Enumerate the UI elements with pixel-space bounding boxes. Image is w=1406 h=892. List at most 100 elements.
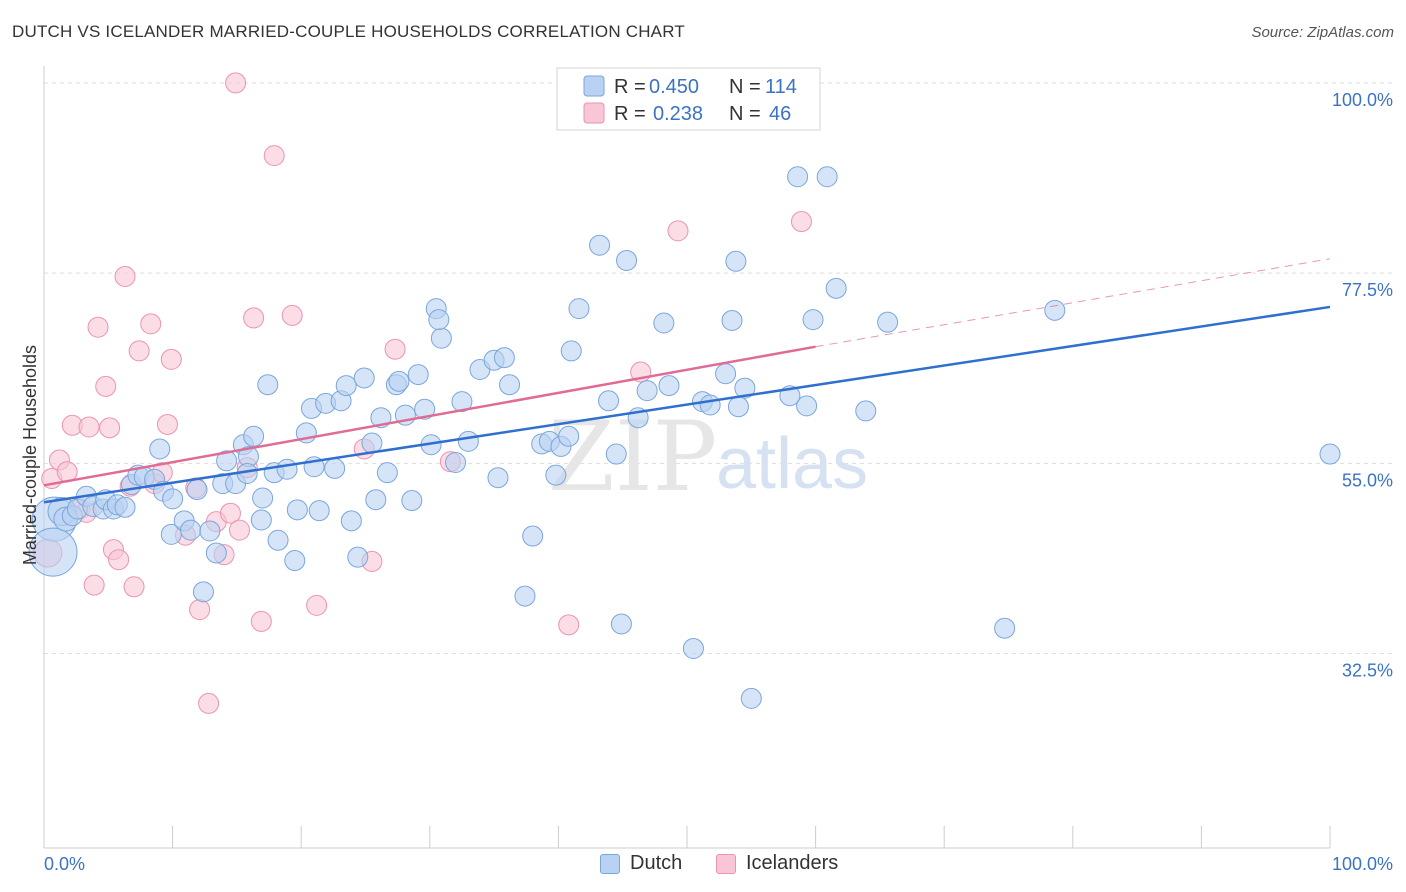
chart-source: Source: ZipAtlas.com [1251, 24, 1394, 41]
icelanders-points [33, 72, 812, 714]
legend-r-value-dutch: 0.450 [649, 76, 699, 98]
dutch-point [787, 166, 809, 188]
icelanders-point [219, 502, 241, 524]
x-tick-label-max: 100.0% [1332, 854, 1393, 874]
y-tick-label: 100.0% [1332, 90, 1393, 110]
icelanders-trend-extension [815, 258, 1331, 348]
dutch-point [162, 488, 184, 510]
legend-item-icelanders[interactable]: Icelanders [716, 852, 838, 875]
dutch-point [286, 499, 308, 521]
dutch-point [361, 432, 383, 454]
dutch-point [699, 394, 721, 416]
dutch-point [493, 347, 515, 369]
watermark-atlas: atlas [716, 424, 868, 504]
dutch-point [180, 519, 202, 541]
dutch-point [407, 364, 429, 386]
dutch-point [1044, 299, 1066, 321]
dutch-point [186, 479, 208, 501]
icelanders-point [384, 338, 406, 360]
dutch-point [114, 496, 136, 518]
dutch-point [560, 340, 582, 362]
dutch-point [522, 525, 544, 547]
dutch-point [796, 395, 818, 417]
y-tick-label: 32.5% [1342, 661, 1393, 681]
dutch-point [825, 277, 847, 299]
dutch-point [658, 375, 680, 397]
icelanders-point [78, 416, 100, 438]
dutch-point [199, 520, 221, 542]
dutch-point [734, 377, 756, 399]
legend-n-value-dutch: 114 [765, 76, 797, 98]
y-tick-label: 55.0% [1342, 470, 1393, 490]
legend-label-dutch: Dutch [630, 852, 683, 874]
dutch-point [616, 249, 638, 271]
dutch-point [216, 450, 238, 472]
icelanders-point [114, 266, 136, 288]
dutch-point [365, 489, 387, 511]
icelanders-point [306, 594, 328, 616]
dutch-point [205, 542, 227, 564]
icelanders-point [667, 220, 689, 242]
dutch-point [740, 687, 762, 709]
legend-n-label-icelanders: N = [729, 103, 761, 125]
dutch-point [514, 585, 536, 607]
icelanders-point [263, 145, 285, 167]
dutch-point [430, 327, 452, 349]
dutch-point [376, 462, 398, 484]
dutch-point [721, 309, 743, 331]
dutch-point [149, 438, 171, 460]
dutch-point [324, 457, 346, 479]
dutch-point [192, 581, 214, 603]
icelanders-point [228, 519, 250, 541]
legend-r-label-icelanders: R = [614, 103, 646, 125]
dutch-point [28, 527, 78, 577]
icelanders-point [250, 610, 272, 632]
legend-swatch-dutch [583, 75, 605, 97]
dutch-point [445, 451, 467, 473]
dutch-points [28, 89, 1341, 709]
icelanders-point [95, 375, 117, 397]
dutch-point [243, 425, 265, 447]
dutch-point [353, 367, 375, 389]
icelanders-point [108, 549, 130, 571]
legend-r-value-icelanders: 0.238 [653, 103, 703, 125]
icelanders-point [156, 413, 178, 435]
dutch-point [347, 546, 369, 568]
dutch-point [414, 398, 436, 420]
dutch-point [401, 490, 423, 512]
icelanders-point [87, 316, 109, 338]
dutch-trend-line [43, 305, 1331, 504]
icelanders-point [225, 72, 247, 94]
dutch-point [605, 443, 627, 465]
bottom-legend: Dutch Icelanders [0, 852, 1406, 878]
icelanders-point [160, 348, 182, 370]
dutch-point [257, 374, 279, 396]
legend-n-value-icelanders: 46 [769, 103, 791, 125]
dutch-point [877, 311, 899, 333]
dutch-point [598, 390, 620, 412]
dutch-point [267, 529, 289, 551]
dutch-point [276, 458, 298, 480]
icelanders-point [558, 614, 580, 636]
dutch-point [308, 500, 330, 522]
y-axis-label: Married-couple Households [20, 345, 40, 565]
dutch-point [727, 396, 749, 418]
y-tick-labels: 32.5% 55.0% 77.5% 100.0% [1332, 90, 1393, 681]
dutch-point [457, 430, 479, 452]
dutch-point [1319, 443, 1341, 465]
legend-swatch-dutch-bottom [600, 853, 620, 874]
dutch-point [816, 166, 838, 188]
dutch-point [568, 298, 590, 320]
dutch-point [335, 375, 357, 397]
icelanders-point [123, 576, 145, 598]
dutch-point [252, 487, 274, 509]
x-tick-label-min: 0.0% [44, 854, 85, 874]
legend-item-dutch[interactable]: Dutch [600, 852, 682, 875]
dutch-point [284, 550, 306, 572]
dutch-point [340, 510, 362, 532]
icelanders-point [189, 599, 211, 621]
y-tick-label: 77.5% [1342, 280, 1393, 300]
icelanders-point [83, 574, 105, 596]
legend-r-label-dutch: R = [614, 76, 646, 98]
